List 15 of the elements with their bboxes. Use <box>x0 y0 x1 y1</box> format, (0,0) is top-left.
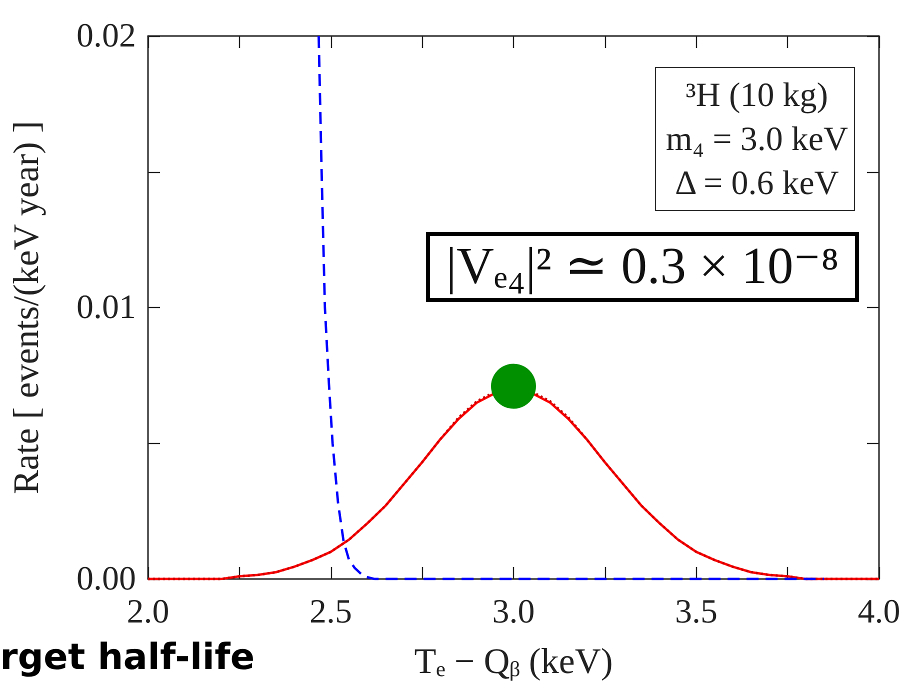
annotation: |Vₑ₄|² ≃ 0.3 × 10⁻⁸ <box>446 237 839 297</box>
x-tick-label: 3.5 <box>675 594 718 630</box>
x-tick-label: 3.0 <box>492 594 535 630</box>
x-tick-label: 2.5 <box>310 594 352 630</box>
annotation: m₄ = 3.0 keV <box>666 120 848 160</box>
y-tick-label: 0.01 <box>76 289 136 326</box>
note-frame: |Vₑ₄|² ≃ 0.3 × 10⁻⁸ <box>426 232 859 302</box>
text: rget half-life <box>0 636 255 680</box>
annotation: ³H (10 kg) <box>686 76 828 116</box>
note-frame: ³H (10 kg) m₄ = 3.0 keV Δ = 0.6 keV <box>654 67 855 211</box>
annotation: Δ = 0.6 keV <box>675 164 839 204</box>
y-tick-label: 0.02 <box>76 18 136 54</box>
y-axis-title: Rate [ events/(keV year) ] <box>6 120 46 494</box>
x-axis-title: Tₑ − Qᵦ (keV) <box>414 641 613 681</box>
x-tick-label: 4.0 <box>858 594 900 630</box>
